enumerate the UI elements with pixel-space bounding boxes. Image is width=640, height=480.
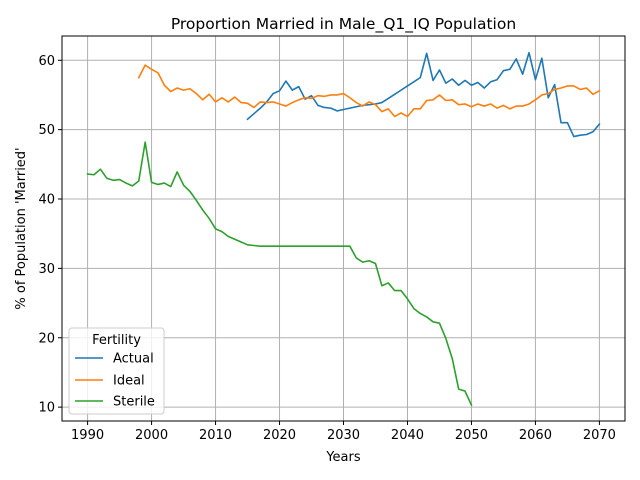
y-tick-label: 30 xyxy=(38,262,55,277)
x-tick-label: 2050 xyxy=(455,428,488,443)
legend-label-ideal: Ideal xyxy=(113,374,145,389)
y-tick-label: 10 xyxy=(38,401,55,416)
chart-title: Proportion Married in Male_Q1_IQ Populat… xyxy=(171,15,516,34)
series-line-sterile xyxy=(86,141,473,407)
x-tick-label: 2010 xyxy=(199,428,232,443)
x-tick-label: 2070 xyxy=(583,428,616,443)
x-tick-label: 2020 xyxy=(263,428,296,443)
y-tick-label: 50 xyxy=(38,123,55,138)
legend-title: Fertility xyxy=(92,333,141,348)
x-tick-label: 2040 xyxy=(391,428,424,443)
x-tick-label: 1990 xyxy=(71,428,104,443)
y-tick-label: 60 xyxy=(38,54,55,69)
y-tick-label: 40 xyxy=(38,193,55,208)
series-layer xyxy=(86,51,601,407)
tick-layer: 1990 2000 2010 2020 2030 2040 2050 2060 20701020… xyxy=(38,54,616,443)
legend-label-sterile: Sterile xyxy=(113,395,155,410)
series-line-ideal xyxy=(137,64,601,118)
y-axis-label: % of Population 'Married' xyxy=(14,147,29,309)
x-tick-label: 2000 xyxy=(135,428,168,443)
legend-box xyxy=(68,327,165,415)
x-tick-label: 2030 xyxy=(327,428,360,443)
x-tick-label: 2060 xyxy=(519,428,552,443)
legend: Fertility Actual Ideal Sterile xyxy=(68,327,165,415)
x-axis-label: Years xyxy=(325,450,361,465)
y-tick-label: 20 xyxy=(38,331,55,346)
legend-label-actual: Actual xyxy=(113,352,154,367)
